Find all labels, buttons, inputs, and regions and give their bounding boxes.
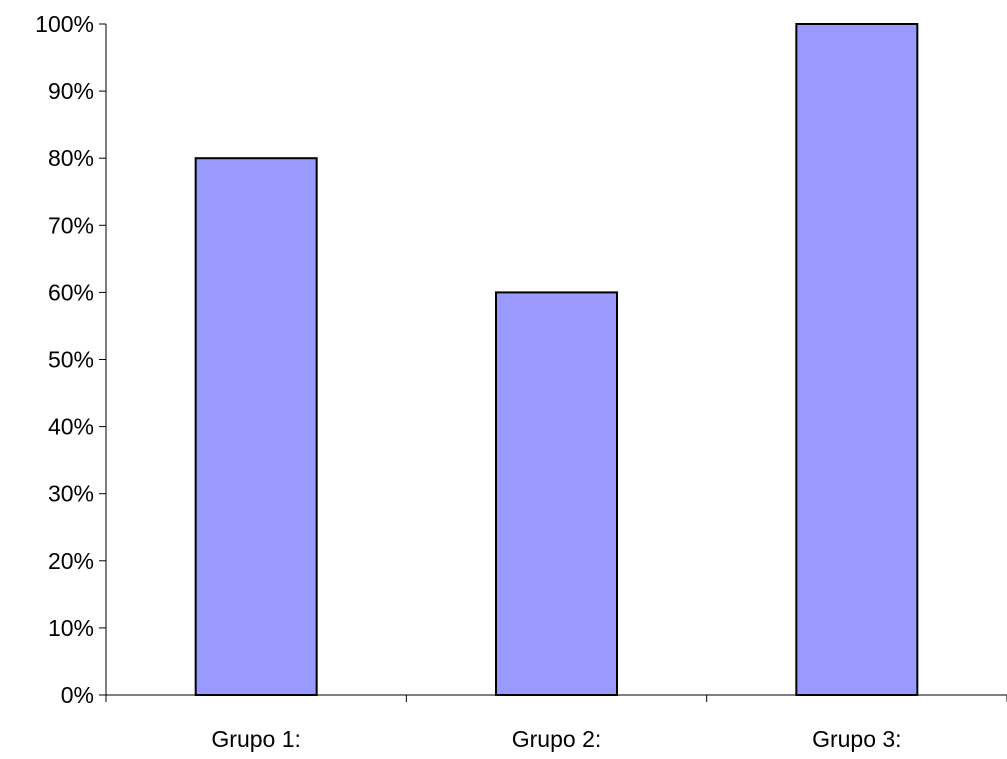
y-tick-label: 80% (48, 145, 94, 171)
y-tick-label: 40% (48, 414, 94, 440)
y-tick-label: 70% (48, 212, 94, 238)
y-axis: 0% 10% 20% 30% 40% 50% 60% 70% 80% 90% 100% (35, 11, 107, 708)
y-tick-label: 20% (48, 548, 94, 574)
x-tick-label: Grupo 1: (211, 726, 301, 752)
x-tick-label: Grupo 3: (812, 726, 902, 752)
x-axis (105, 694, 1007, 702)
bars (194, 23, 919, 696)
y-tick-label: 50% (48, 347, 94, 373)
y-tick-label: 30% (48, 481, 94, 507)
y-tick-label: 60% (48, 279, 94, 305)
y-tick-label: 100% (35, 11, 94, 37)
x-tick-labels: Grupo 1: Grupo 2: Grupo 3: (211, 726, 901, 752)
bar (194, 157, 318, 696)
y-tick-label: 10% (48, 615, 94, 641)
y-tick-label: 90% (48, 78, 94, 104)
y-tick-label: 0% (61, 682, 94, 708)
bar (495, 291, 618, 696)
bar (795, 23, 919, 696)
x-tick-label: Grupo 2: (512, 726, 602, 752)
